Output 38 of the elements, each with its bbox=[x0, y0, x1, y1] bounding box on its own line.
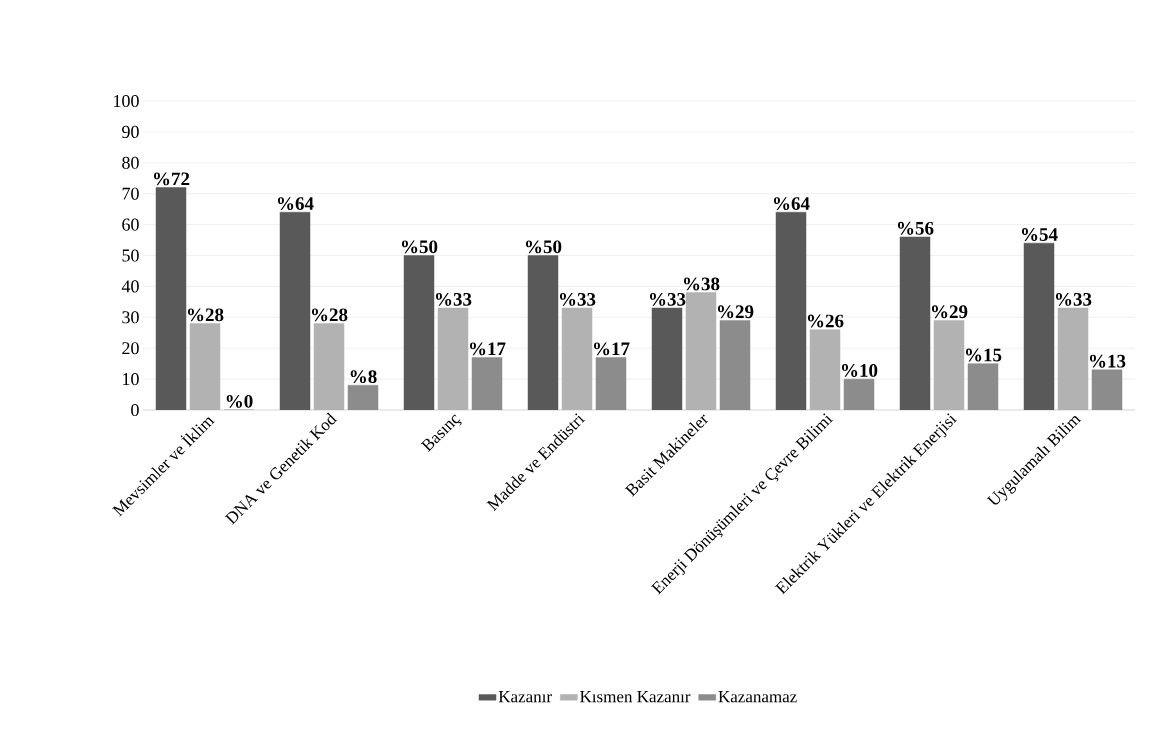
data-label: %13 bbox=[1089, 354, 1126, 368]
data-label: %50 bbox=[525, 240, 562, 254]
data-label: %38 bbox=[683, 277, 720, 291]
legend-label: Kazanır bbox=[498, 691, 552, 703]
y-tick-label: 60 bbox=[122, 218, 139, 231]
y-tick-label: 100 bbox=[114, 94, 139, 108]
data-label: %17 bbox=[469, 342, 506, 356]
data-label: %0 bbox=[226, 394, 253, 408]
legend-label: Kazanamaz bbox=[718, 691, 797, 703]
data-label: %56 bbox=[897, 221, 934, 235]
data-label: %28 bbox=[187, 308, 224, 322]
data-label: %33 bbox=[559, 292, 596, 306]
data-label: %64 bbox=[277, 197, 314, 211]
legend-label: Kısmen Kazanır bbox=[580, 691, 691, 703]
y-tick-label: 50 bbox=[122, 249, 139, 262]
data-label: %15 bbox=[965, 348, 1002, 362]
data-label: %29 bbox=[931, 305, 968, 319]
y-tick-label: 0 bbox=[131, 403, 139, 417]
y-tick-label: 20 bbox=[122, 342, 139, 355]
y-tick-label: 30 bbox=[122, 311, 139, 324]
y-tick-label: 80 bbox=[122, 156, 139, 169]
data-label: %64 bbox=[773, 197, 810, 211]
y-tick-label: 90 bbox=[122, 125, 139, 138]
y-tick-label: 10 bbox=[123, 373, 139, 386]
data-label: %33 bbox=[649, 292, 686, 306]
data-label: %29 bbox=[717, 305, 754, 319]
data-label: %28 bbox=[311, 308, 348, 322]
data-label: %33 bbox=[1055, 292, 1092, 306]
data-label: %10 bbox=[841, 364, 878, 377]
y-tick-label: 70 bbox=[122, 187, 139, 200]
y-tick-label: 40 bbox=[121, 280, 139, 293]
data-label: %50 bbox=[401, 240, 438, 254]
data-label: %33 bbox=[435, 292, 472, 306]
data-label: %26 bbox=[807, 314, 844, 328]
data-label: %8 bbox=[350, 370, 377, 384]
data-label: %17 bbox=[593, 342, 630, 356]
data-label: %72 bbox=[153, 172, 190, 186]
data-label: %54 bbox=[1021, 228, 1058, 241]
